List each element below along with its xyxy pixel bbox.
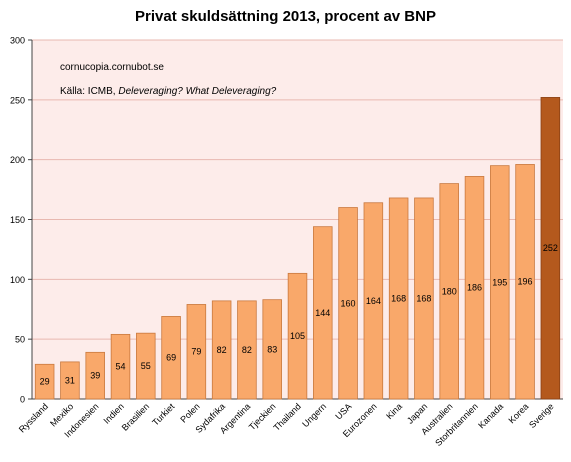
source-prefix: Källa: ICMB, xyxy=(60,86,119,97)
bar xyxy=(313,226,333,400)
bar xyxy=(414,197,434,400)
data-label: 79 xyxy=(191,347,201,357)
x-tick-label: Turkiet xyxy=(150,401,177,428)
bar xyxy=(540,97,561,400)
data-label: 168 xyxy=(391,293,406,303)
data-label: 54 xyxy=(115,362,125,372)
data-label: 82 xyxy=(217,345,227,355)
data-label: 164 xyxy=(366,296,381,306)
bar xyxy=(262,299,282,400)
x-tick-label: Brasilien xyxy=(120,401,151,432)
y-tick-label: 100 xyxy=(10,275,25,285)
data-label: 82 xyxy=(242,345,252,355)
data-label: 39 xyxy=(90,371,100,381)
data-label: 69 xyxy=(166,353,176,363)
bar xyxy=(161,316,181,400)
data-label: 83 xyxy=(267,344,277,354)
y-tick-label: 200 xyxy=(10,155,25,165)
data-label: 196 xyxy=(518,277,533,287)
data-label: 160 xyxy=(341,298,356,308)
chart-title: Privat skuldsättning 2013, procent av BN… xyxy=(135,8,436,25)
data-label: 168 xyxy=(416,293,431,303)
y-tick-label: 0 xyxy=(20,395,25,405)
data-label: 144 xyxy=(315,308,330,318)
bar xyxy=(34,363,55,400)
source-title: Deleveraging? What Deleveraging? xyxy=(118,86,277,97)
data-label: 186 xyxy=(467,283,482,293)
data-label: 252 xyxy=(543,243,558,253)
x-tick-label: Sverige xyxy=(527,401,556,430)
y-tick-label: 50 xyxy=(15,335,25,345)
bar xyxy=(338,207,358,400)
source-annotation: Källa: ICMB, Deleveraging? What Delevera… xyxy=(60,86,276,97)
data-label: 105 xyxy=(290,331,305,341)
bar xyxy=(363,202,384,400)
site-annotation: cornucopia.cornubot.se xyxy=(60,62,164,73)
bar xyxy=(439,183,459,400)
x-tick-label: USA xyxy=(333,401,353,421)
bar xyxy=(237,300,257,400)
x-tick-label: Polen xyxy=(178,401,201,424)
x-tick-label: Kina xyxy=(384,401,404,421)
bar xyxy=(136,332,156,400)
bar xyxy=(490,165,510,400)
x-tick-label: Ryssland xyxy=(17,401,50,434)
bar xyxy=(388,197,409,400)
x-tick-label: Ungern xyxy=(300,401,328,429)
data-label: 195 xyxy=(492,277,507,287)
bar xyxy=(186,304,207,400)
y-tick-label: 250 xyxy=(10,95,25,105)
y-tick-label: 150 xyxy=(10,215,25,225)
x-tick-label: Kanada xyxy=(476,401,505,430)
data-label: 55 xyxy=(141,361,151,371)
bar xyxy=(287,272,308,400)
bar xyxy=(110,333,131,400)
y-tick-label: 300 xyxy=(10,36,25,46)
bar xyxy=(60,361,80,400)
data-label: 180 xyxy=(442,286,457,296)
data-label: 31 xyxy=(65,375,75,385)
bar xyxy=(464,176,485,400)
bar xyxy=(515,164,535,400)
bar xyxy=(85,351,105,400)
bar xyxy=(211,300,232,400)
x-tick-label: Thailand xyxy=(271,401,302,432)
data-label: 29 xyxy=(40,377,50,387)
